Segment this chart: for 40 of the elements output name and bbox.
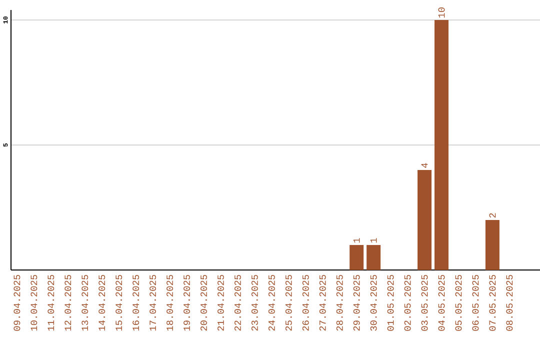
x-tick-label: 18.04.2025 bbox=[166, 274, 174, 331]
x-tick-label: 04.05.2025 bbox=[438, 274, 445, 331]
bar bbox=[434, 20, 449, 270]
x-tick-label: 14.04.2025 bbox=[98, 274, 106, 331]
x-tick-label: 21.04.2025 bbox=[218, 274, 224, 331]
x-tick-label: 12.04.2025 bbox=[64, 274, 72, 331]
x-tick-label: 09.04.2025 bbox=[14, 274, 20, 331]
x-tick-label: 01.05.2025 bbox=[387, 274, 394, 331]
x-tick-label: 03.05.2025 bbox=[421, 274, 428, 331]
x-tick-label: 07.05.2025 bbox=[489, 274, 496, 331]
x-tick-label: 06.05.2025 bbox=[472, 274, 479, 331]
x-tick-label: 19.04.2025 bbox=[184, 274, 190, 331]
x-tick-label: 23.04.2025 bbox=[251, 274, 258, 331]
x-tick-label: 24.04.2025 bbox=[268, 274, 275, 331]
x-tick-label: 26.04.2025 bbox=[302, 274, 309, 331]
data-label: 4 bbox=[421, 163, 428, 168]
x-tick-label: 27.04.2025 bbox=[319, 274, 326, 331]
x-tick-label: 16.04.2025 bbox=[132, 274, 140, 331]
data-label: 2 bbox=[489, 213, 496, 218]
bar bbox=[350, 245, 364, 270]
x-tick-label: 28.04.2025 bbox=[336, 274, 343, 331]
data-label: 1 bbox=[370, 238, 377, 243]
x-tick-label: 17.04.2025 bbox=[150, 274, 156, 331]
x-tick-label: 13.04.2025 bbox=[82, 274, 88, 331]
data-label: 10 bbox=[438, 7, 445, 18]
x-tick-label: 15.04.2025 bbox=[116, 274, 122, 331]
x-tick-label: 29.04.2025 bbox=[353, 274, 360, 331]
x-tick-label: 22.04.2025 bbox=[234, 274, 241, 331]
data-label: 1 bbox=[353, 238, 360, 243]
x-tick-label: 11.04.2025 bbox=[48, 274, 54, 331]
bar bbox=[366, 245, 381, 270]
x-tick-label: 05.05.2025 bbox=[455, 274, 462, 331]
x-tick-label: 30.04.2025 bbox=[370, 274, 377, 331]
x-tick-label: 20.04.2025 bbox=[200, 274, 207, 331]
bar bbox=[485, 220, 500, 270]
x-tick-label: 02.05.2025 bbox=[404, 274, 411, 331]
x-tick-label: 25.04.2025 bbox=[285, 274, 292, 331]
x-tick-label: 08.05.2025 bbox=[506, 274, 513, 331]
x-tick-label: 10.04.2025 bbox=[30, 274, 38, 331]
bar bbox=[418, 170, 432, 270]
